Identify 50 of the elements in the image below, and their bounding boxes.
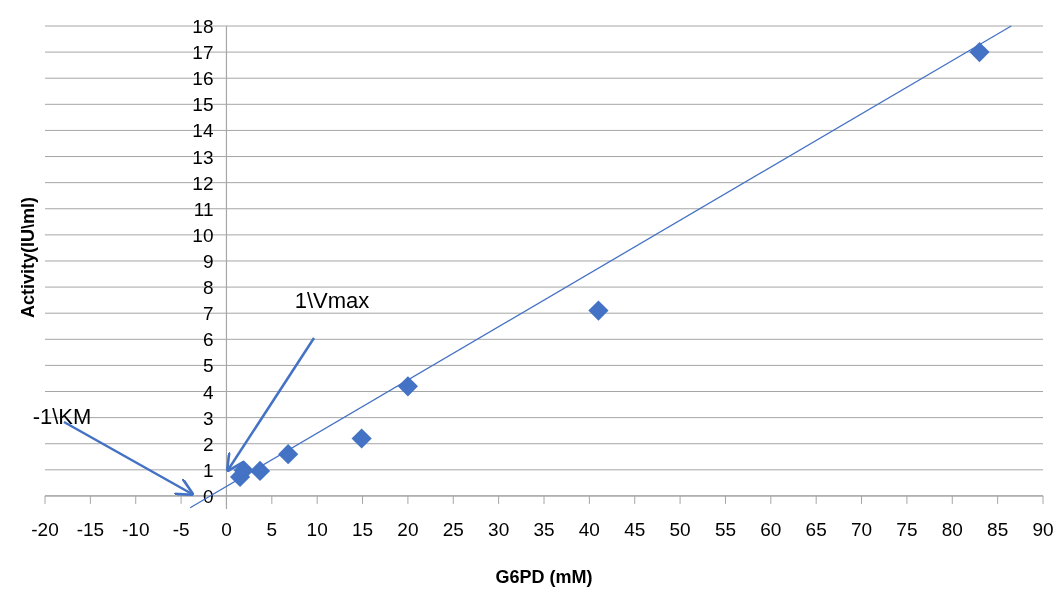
point [588,300,609,321]
y-tick-label: 2 [202,433,214,455]
x-tick-label: 50 [669,519,691,540]
x-tick-label: 30 [488,519,510,540]
x-tick-label: 75 [896,519,918,540]
x-tick-label: 70 [850,519,873,540]
x-tick-label: 10 [306,519,328,540]
annotation: 1\Vmax [294,288,370,313]
x-tick-label: 85 [987,519,1009,540]
x-tick-label: -5 [172,519,190,540]
x-tick-label: 35 [533,519,555,540]
y-tick-label: 7 [202,303,214,325]
x-tick-label: 25 [442,519,464,540]
x-tick-label: 65 [805,519,827,540]
x-tick-label: 55 [714,519,737,540]
annotation: -1\KM [32,404,92,429]
x-tick-label: 45 [624,519,646,540]
x-tick-label: 5 [266,519,278,540]
x-tick-label: 40 [578,519,600,540]
point [278,444,299,465]
x-tick-label: -15 [76,519,105,540]
point [397,376,419,397]
y-tick-label: 1 [202,459,214,481]
y-tick-label: 14 [192,120,214,142]
y-tick-label: 16 [192,68,214,90]
y-axis-title: Activity(IU\ml) [18,196,38,319]
y-tick-label: 9 [202,250,214,272]
x-tick-label: 60 [760,519,782,540]
y-tick-label: 17 [192,42,214,64]
point [969,42,990,63]
y-tick-label: 11 [193,198,214,220]
y-tick-label: 3 [202,407,214,429]
point [351,428,372,449]
x-axis-title: G6PD (mM) [495,567,593,587]
y-tick-label: 15 [192,94,214,116]
y-tick-label: 12 [192,172,214,194]
x-tick-label: 20 [397,519,419,540]
x-tick-label: -20 [31,519,59,540]
y-tick-label: 6 [202,329,214,351]
x-tick-label: -10 [121,519,150,540]
y-tick-label: 8 [202,277,214,299]
x-tick-label: 90 [1032,519,1054,540]
y-tick-label: 10 [192,224,214,246]
y-tick-label: 5 [202,355,214,377]
x-tick-label: 0 [221,519,232,540]
y-tick-label: 4 [202,381,214,403]
y-tick-label: 18 [192,16,214,37]
x-tick-label: 80 [941,519,963,540]
y-tick-label: 13 [192,146,214,168]
x-tick-label: 15 [351,519,374,540]
